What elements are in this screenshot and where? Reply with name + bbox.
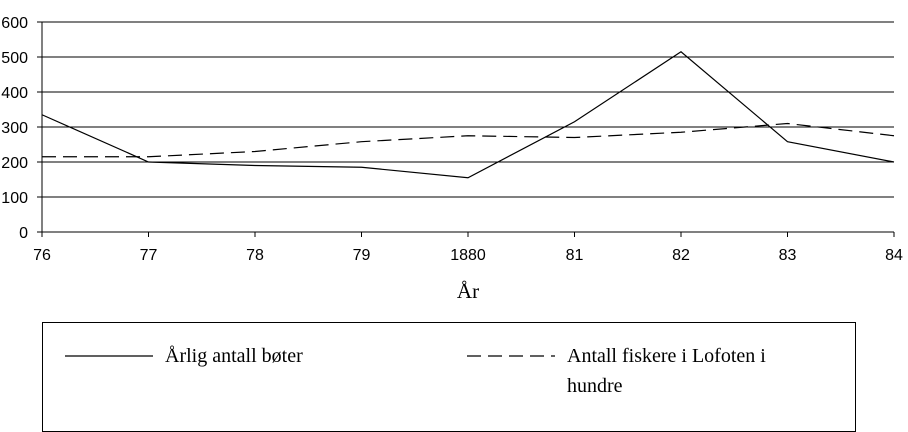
legend-label: Årlig antall bøter xyxy=(165,345,303,367)
y-tick-label: 100 xyxy=(1,190,28,207)
x-tick-label: 76 xyxy=(33,247,51,264)
x-tick-label: 83 xyxy=(779,247,797,264)
y-tick-label: 200 xyxy=(1,155,28,172)
legend-label: Antall fiskere i Lofoten i hundre xyxy=(567,345,766,397)
legend: Årlig antall bøter Antall fiskere i Lofot… xyxy=(42,322,856,432)
x-tick-label: 78 xyxy=(246,247,264,264)
y-tick-label: 400 xyxy=(1,85,28,102)
y-tick-label: 600 xyxy=(1,15,28,32)
x-tick-label: 82 xyxy=(672,247,690,264)
x-tick-label: 79 xyxy=(353,247,371,264)
legend-entry: Antall fiskere i Lofoten i hundre xyxy=(467,345,837,401)
legend-swatch xyxy=(467,355,555,357)
x-axis-title: År xyxy=(457,279,479,303)
series-line xyxy=(41,51,895,179)
x-tick-label: 84 xyxy=(885,247,903,264)
y-tick-label: 0 xyxy=(19,225,28,242)
legend-swatch xyxy=(65,355,153,357)
chart: År 0 100 200 300 400 500 600 76 77 78 79 1880 81 82 83… xyxy=(1,15,903,303)
x-tick-label: 81 xyxy=(566,247,584,264)
y-tick-label: 300 xyxy=(1,120,28,137)
x-tick-label: 1880 xyxy=(450,247,486,264)
legend-entry: Årlig antall bøter xyxy=(65,345,445,371)
y-tick-label: 500 xyxy=(1,50,28,67)
x-tick-label: 77 xyxy=(140,247,158,264)
series-line xyxy=(42,122,895,158)
